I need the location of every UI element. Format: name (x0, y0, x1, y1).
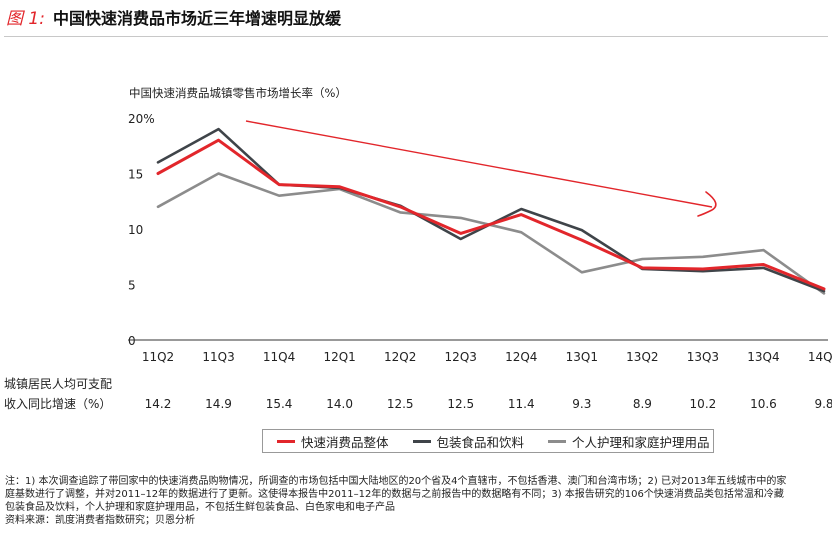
x-tick-label: 11Q2 (142, 350, 174, 364)
x-tick-label: 12Q3 (445, 350, 477, 364)
x-axis-labels: 11Q2 11Q3 11Q4 12Q1 12Q2 12Q3 12Q4 13Q1 13Q2 13Q3… (142, 350, 832, 364)
x-tick-label: 12Q1 (323, 350, 355, 364)
figure-label: 图 1: (6, 9, 45, 29)
legend-item-food: 包装食品和饮料 (412, 432, 525, 451)
figure-header: 图 1: 中国快速消费品市场近三年增速明显放缓 (6, 4, 341, 34)
income-value: 9.8 (814, 397, 832, 411)
x-tick-label: 12Q4 (505, 350, 537, 364)
y-tick-label: 0 (128, 334, 136, 348)
x-tick-label: 13Q1 (566, 350, 598, 364)
chart-series (156, 127, 826, 295)
income-value: 9.3 (572, 397, 591, 411)
note-line: 庭基数进行了调整，并对2011–12年的数据进行了更新。这使得本报告中2011–… (5, 489, 784, 500)
legend-swatch-gray (548, 439, 567, 443)
y-tick-label: 10 (128, 223, 143, 237)
x-tick-label: 13Q4 (747, 350, 779, 364)
x-tick-label: 14Q1 (808, 350, 832, 364)
y-tick-label: 15 (128, 168, 143, 182)
source-line: 资料来源：凯度消费者指数研究；贝恩分析 (5, 515, 195, 526)
series-line-3 (156, 172, 826, 295)
income-row-values: 14.2 14.9 15.4 14.0 12.5 12.5 11.4 9.3 8.9 10.2 10… (145, 397, 832, 411)
footnotes: 注：1) 本次调查追踪了带回家中的快速消费品购物情况，所调查的市场包括中国大陆地… (5, 475, 827, 527)
note-line: 包装食品及饮料，个人护理和家庭护理用品，不包括生鲜包装食品、白色家电和电子产品 (5, 502, 395, 513)
income-value: 10.2 (690, 397, 717, 411)
x-tick-label: 12Q2 (384, 350, 416, 364)
x-tick-label: 11Q4 (263, 350, 295, 364)
legend-label: 快速消费品整体 (301, 434, 389, 450)
income-value: 14.0 (326, 397, 353, 411)
legend-label: 个人护理和家庭护理用品 (572, 434, 710, 450)
trend-arrow-shaft (245, 120, 713, 208)
chart-legend: 快速消费品整体 包装食品和饮料 个人护理和家庭护理用品 (262, 429, 714, 453)
title-divider (4, 36, 828, 37)
trend-arrow (245, 120, 717, 217)
income-value: 14.9 (205, 397, 232, 411)
series-line-1 (156, 138, 826, 291)
page-title: 中国快速消费品市场近三年增速明显放缓 (52, 9, 341, 28)
legend-label: 包装食品和饮料 (436, 434, 525, 450)
income-value: 8.9 (633, 397, 652, 411)
income-value: 12.5 (447, 397, 474, 411)
income-value: 11.4 (508, 397, 535, 411)
note-line: 注：1) 本次调查追踪了带回家中的快速消费品购物情况，所调查的市场包括中国大陆地… (5, 476, 787, 487)
legend-swatch-dark (412, 439, 431, 443)
income-value: 14.2 (145, 397, 172, 411)
trend-arrow-head (697, 191, 717, 217)
legend-swatch-red (277, 439, 295, 443)
income-value: 15.4 (266, 397, 293, 411)
income-row-label-1: 城镇居民人均可支配 (4, 377, 112, 391)
chart-axes: 0 5 10 15 20% (128, 112, 828, 348)
legend-item-care: 个人护理和家庭护理用品 (548, 432, 710, 451)
x-tick-label: 11Q3 (202, 350, 234, 364)
x-tick-label: 13Q2 (626, 350, 658, 364)
income-row-label-2: 收入同比增速（%） (4, 397, 111, 411)
legend-item-overall: 快速消费品整体 (277, 432, 389, 451)
y-tick-label: 5 (128, 279, 136, 293)
y-tick-label: 20% (128, 112, 155, 126)
income-value: 10.6 (750, 397, 777, 411)
chart-title: 中国快速消费品城镇零售市场增长率（%） (129, 86, 347, 100)
x-tick-label: 13Q3 (687, 350, 719, 364)
income-value: 12.5 (387, 397, 414, 411)
